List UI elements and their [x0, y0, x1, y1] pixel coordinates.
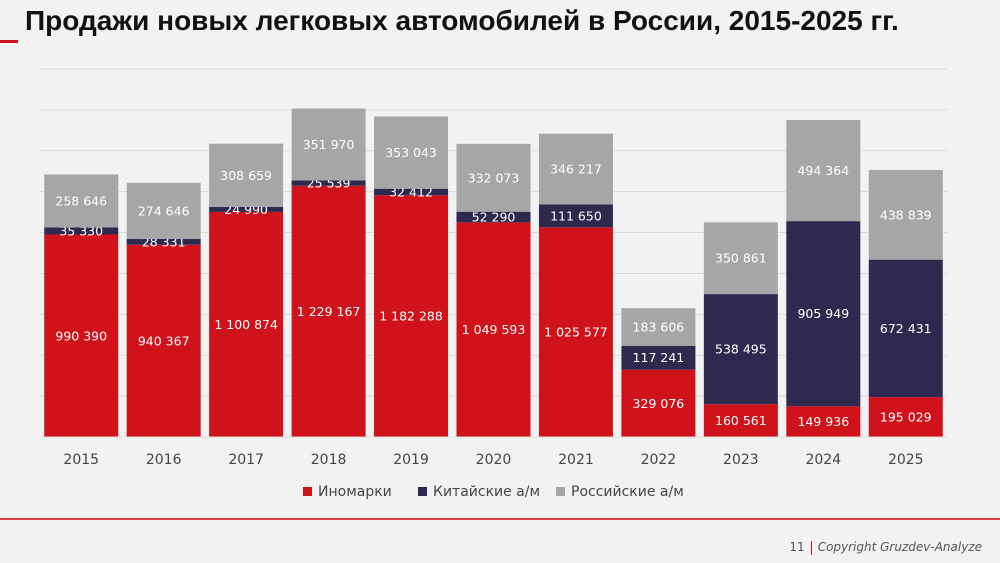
data-label: 308 659	[220, 168, 272, 183]
page-title: Продажи новых легковых автомобилей в Рос…	[25, 5, 899, 36]
data-label: 351 970	[303, 137, 355, 152]
footer-divider	[0, 518, 1000, 520]
bar-segment	[456, 222, 531, 437]
bar-segment	[868, 397, 943, 437]
bar-segment	[456, 143, 531, 212]
x-tick-label: 2019	[393, 452, 429, 468]
data-label: 52 290	[472, 210, 516, 225]
x-tick-label: 2017	[228, 452, 264, 468]
bar-segment	[374, 188, 449, 196]
x-tick-label: 2022	[641, 452, 677, 468]
x-tick-label: 2024	[805, 452, 841, 468]
data-label: 1 100 874	[214, 317, 278, 332]
legend-swatch	[303, 487, 312, 496]
bar-segment	[868, 169, 943, 260]
bar-segment	[291, 185, 366, 437]
data-label: 494 364	[797, 163, 849, 178]
legend-label: Иномарки	[318, 484, 392, 500]
data-label: 1 182 288	[379, 309, 443, 324]
bar-segment	[786, 221, 861, 407]
copyright: Copyright Gruzdev-Analyze	[817, 540, 982, 554]
bar-segment	[374, 116, 449, 189]
bar-segment	[209, 211, 284, 437]
bar-segment	[868, 259, 943, 398]
data-label: 1 049 593	[462, 322, 526, 337]
bar-segment	[703, 222, 778, 295]
bar-segment	[621, 369, 696, 437]
data-label: 332 073	[468, 170, 520, 185]
bar-segment	[291, 108, 366, 181]
footer: 11 Copyright Gruzdev-Analyze	[789, 540, 982, 555]
legend-swatch	[556, 487, 565, 496]
data-label: 905 949	[797, 306, 849, 321]
bar-segment	[538, 204, 613, 228]
data-label: 160 561	[715, 413, 767, 428]
data-label: 1 025 577	[544, 325, 608, 340]
bar-segment	[44, 227, 119, 235]
bar-segment	[456, 211, 531, 223]
bar-segment	[291, 180, 366, 186]
x-tick-label: 2016	[146, 452, 182, 468]
bar-segment	[374, 195, 449, 437]
bar-segment	[538, 227, 613, 437]
data-label: 672 431	[880, 321, 932, 336]
legend-label: Китайские а/м	[433, 484, 540, 500]
data-label: 940 367	[138, 333, 190, 348]
bar-segment	[209, 206, 284, 212]
title-accent-bar	[0, 40, 18, 43]
page-number: 11	[789, 540, 805, 554]
bar-segment	[703, 404, 778, 437]
data-label: 538 495	[715, 342, 767, 357]
data-label: 274 646	[138, 203, 190, 218]
x-tick-label: 2023	[723, 452, 759, 468]
bar-segment	[621, 345, 696, 370]
data-label: 195 029	[880, 410, 932, 425]
bar-segment	[126, 238, 201, 245]
data-label: 329 076	[633, 396, 685, 411]
data-label: 1 229 167	[297, 304, 361, 319]
footer-separator	[810, 540, 812, 555]
legend-label: Российские а/м	[571, 484, 684, 500]
data-label: 346 217	[550, 162, 602, 177]
data-label: 990 390	[55, 328, 107, 343]
x-tick-label: 2020	[476, 452, 512, 468]
bar-segment	[209, 143, 284, 207]
bar-segment	[126, 244, 201, 437]
x-tick-label: 2018	[311, 452, 347, 468]
bar-segment	[786, 120, 861, 222]
x-tick-label: 2025	[888, 452, 924, 468]
bar-segment	[126, 182, 201, 239]
data-label: 183 606	[633, 319, 685, 334]
data-label: 353 043	[385, 145, 437, 160]
data-label: 350 861	[715, 251, 767, 266]
x-tick-label: 2021	[558, 452, 594, 468]
bar-segment	[538, 133, 613, 205]
bar-segment	[786, 406, 861, 437]
bar-segment	[44, 234, 119, 437]
bar-segment	[703, 294, 778, 405]
data-label: 258 646	[55, 193, 107, 208]
bar-segment	[621, 308, 696, 346]
data-label: 149 936	[797, 414, 849, 429]
data-label: 111 650	[550, 208, 602, 223]
bar-segment	[44, 174, 119, 228]
x-tick-label: 2015	[63, 452, 99, 468]
legend-swatch	[418, 487, 427, 496]
data-label: 117 241	[633, 350, 685, 365]
data-label: 438 839	[880, 207, 932, 222]
